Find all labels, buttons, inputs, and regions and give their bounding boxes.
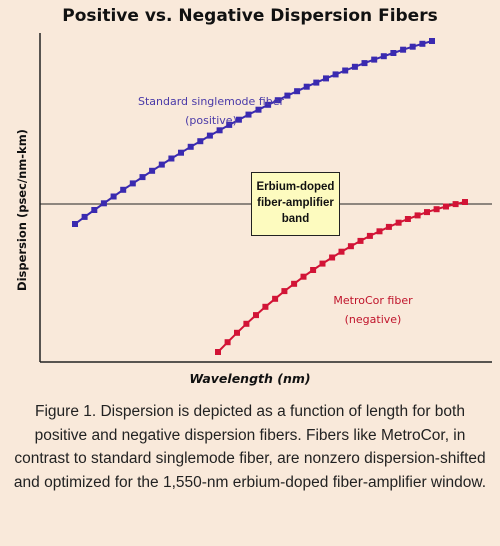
data-point-negative (253, 312, 259, 319)
data-point-positive (351, 63, 358, 70)
series-label-positive: Standard singlemode fiber (positive) (126, 92, 296, 130)
x-axis-label: Wavelength (nm) (189, 371, 311, 386)
data-point-negative (281, 288, 288, 295)
data-point-negative (357, 237, 364, 244)
data-point-negative (452, 201, 459, 208)
data-point-positive (380, 53, 387, 60)
data-point-negative (376, 228, 383, 235)
data-point-positive (419, 40, 426, 47)
data-point-positive (245, 111, 252, 118)
band-label-line-2: fiber-amplifier (257, 197, 334, 209)
data-point-negative (433, 206, 440, 213)
data-point-positive (110, 193, 117, 200)
data-point-negative (395, 219, 402, 226)
data-point-positive (400, 46, 407, 53)
data-point-negative (319, 260, 326, 267)
data-point-negative (215, 349, 221, 355)
data-point-positive (120, 186, 127, 193)
series-label-negative-line-1: MetroCor fiber (333, 294, 413, 307)
data-point-positive (274, 97, 281, 104)
data-point-positive (197, 138, 204, 145)
series-negative (215, 199, 468, 355)
data-point-positive (206, 132, 213, 139)
erbium-band-box: Erbium-doped fiber-amplifier band (251, 172, 340, 236)
data-point-negative (366, 232, 373, 239)
data-point-positive (216, 127, 223, 134)
data-point-positive (284, 92, 291, 99)
data-point-negative (272, 295, 279, 302)
data-point-positive (91, 207, 98, 213)
data-point-positive (178, 149, 184, 156)
data-point-positive (390, 50, 397, 56)
data-point-positive (226, 121, 233, 128)
data-point-negative (338, 248, 345, 255)
data-point-positive (361, 60, 368, 67)
data-point-positive (429, 38, 435, 44)
series-label-negative-line-2: (negative) (344, 313, 402, 326)
data-point-positive (158, 161, 165, 168)
chart-title: Positive vs. Negative Dispersion Fibers (62, 6, 438, 26)
y-axis-label: Dispersion (psec/nm-km) (15, 129, 29, 291)
data-point-positive (332, 71, 339, 78)
series-label-positive-line-2: (positive) (185, 114, 237, 127)
data-point-negative (347, 243, 354, 250)
band-label-line-1: Erbium-doped (256, 181, 335, 193)
data-point-positive (323, 75, 329, 82)
data-point-negative (310, 267, 317, 273)
data-point-negative (329, 254, 336, 261)
data-point-negative (443, 203, 449, 210)
data-point-negative (424, 209, 430, 216)
data-point-positive (100, 200, 107, 207)
series-layer (72, 38, 468, 355)
data-point-positive (81, 213, 88, 220)
band-label-line-3: band (281, 213, 310, 225)
data-point-negative (234, 329, 240, 336)
data-point-positive (409, 43, 416, 50)
data-point-positive (168, 155, 175, 162)
series-positive (72, 38, 435, 227)
figure-caption: Figure 1. Dispersion is depicted as a fu… (13, 403, 487, 491)
series-label-negative: MetroCor fiber (negative) (308, 291, 438, 329)
data-point-negative (385, 223, 392, 230)
data-point-negative (414, 212, 421, 219)
plot-area (39, 33, 492, 363)
data-point-positive (235, 116, 242, 123)
data-point-positive (294, 88, 301, 95)
data-point-positive (129, 180, 136, 187)
data-point-positive (371, 56, 378, 63)
data-point-positive (72, 221, 78, 227)
data-point-negative (243, 320, 250, 327)
data-point-negative (291, 280, 298, 287)
series-label-positive-line-1: Standard singlemode fiber (138, 95, 284, 108)
data-point-positive (139, 174, 146, 181)
data-point-positive (303, 83, 310, 90)
data-point-positive (313, 79, 320, 86)
data-point-positive (149, 167, 156, 174)
data-point-negative (404, 216, 411, 222)
data-point-positive (255, 106, 262, 113)
data-point-negative (224, 339, 231, 346)
data-point-positive (265, 101, 272, 108)
data-point-negative (262, 303, 269, 310)
data-point-negative (300, 273, 307, 280)
data-point-negative (462, 199, 468, 205)
data-point-positive (342, 67, 349, 74)
data-point-positive (187, 143, 194, 150)
